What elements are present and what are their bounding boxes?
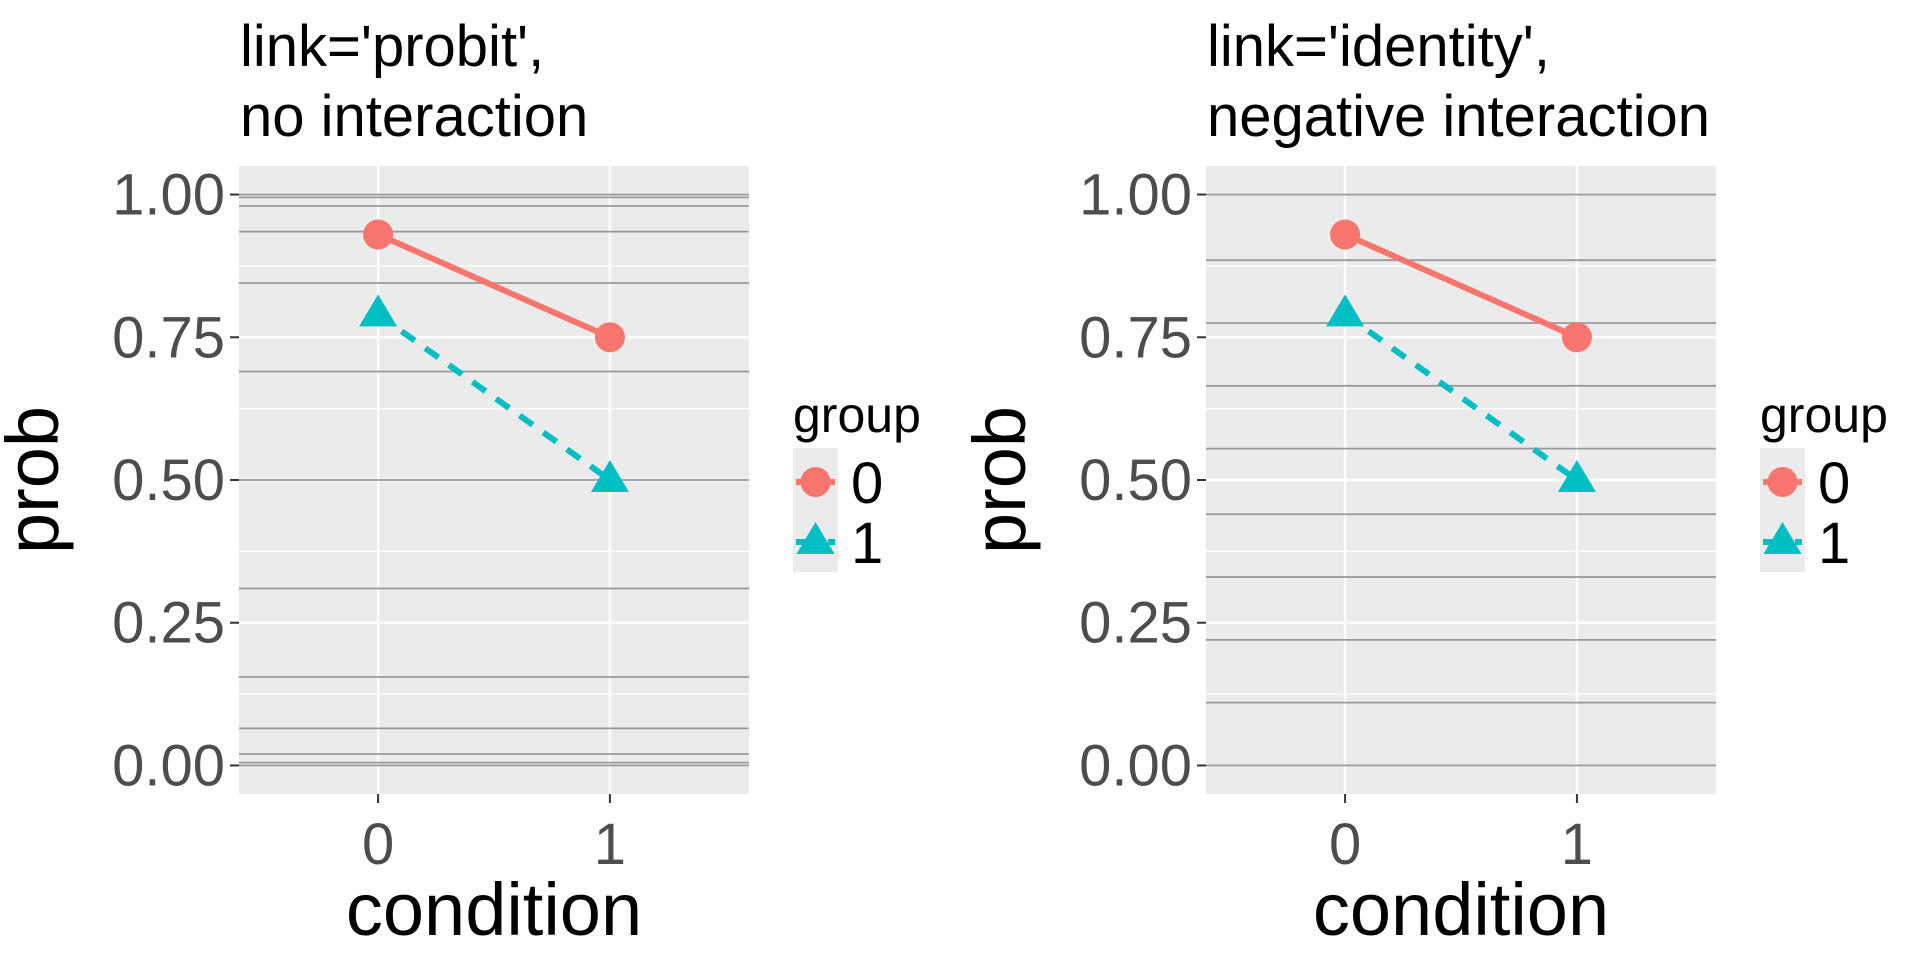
chart-title-line: link='probit', [240, 14, 544, 79]
y-tick-label: 0.50 [112, 448, 225, 513]
x-tick-label: 1 [594, 812, 626, 877]
legend-label: 0 [1818, 451, 1850, 516]
legend-marker-triangle [796, 522, 835, 554]
legend-title: group [793, 387, 921, 443]
x-tick-label: 0 [362, 812, 394, 877]
chart-panel-1: link='probit', no interaction 0.00 0.25 0.5… [0, 14, 921, 951]
data-point-triangle [1557, 460, 1596, 492]
x-tick-label: 1 [1561, 812, 1593, 877]
legend-label: 0 [851, 451, 883, 516]
x-tick-label: 0 [1329, 812, 1361, 877]
series-line-1 [1343, 311, 1579, 483]
y-tick-label: 1.00 [1079, 163, 1192, 228]
y-tick-label: 0.50 [1079, 448, 1192, 513]
data-point-circle [363, 219, 394, 250]
legend-marker-circle [1767, 467, 1798, 497]
x-axis-title: condition [346, 868, 642, 951]
x-axis-title: condition [1313, 868, 1609, 951]
y-tick-label: 0.75 [1079, 305, 1192, 370]
legend-title: group [1760, 387, 1888, 443]
y-tick-label: 0.25 [1079, 591, 1192, 656]
data-point-triangle [590, 460, 629, 492]
chart-title-line: link='identity', [1207, 14, 1550, 79]
legend-label: 1 [851, 511, 883, 576]
data-point-circle [1330, 219, 1361, 250]
legend-label: 1 [1818, 511, 1850, 576]
series-line-1 [376, 311, 612, 483]
legend-marker-triangle [1763, 522, 1802, 554]
chart-title-line: no interaction [240, 84, 588, 149]
data-point-circle [1561, 322, 1592, 353]
legend: group 01 [1760, 387, 1888, 576]
data-point-triangle [359, 294, 398, 327]
chart-title-line: negative interaction [1207, 84, 1710, 149]
y-tick-label: 0.00 [1079, 733, 1192, 798]
data-point-circle [594, 322, 625, 353]
y-tick-label: 1.00 [112, 163, 225, 228]
y-axis-title: prob [0, 406, 74, 554]
legend: group 01 [793, 387, 921, 576]
y-tick-label: 0.75 [112, 305, 225, 370]
data-point-triangle [1326, 294, 1365, 327]
series-line-0 [376, 231, 612, 341]
y-tick-label: 0.00 [112, 733, 225, 798]
y-axis-title: prob [958, 406, 1041, 554]
y-tick-label: 0.25 [112, 591, 225, 656]
chart-panel-2: link='identity', negative interaction 0.0… [958, 14, 1888, 951]
series-line-0 [1343, 231, 1579, 341]
legend-marker-circle [800, 467, 831, 497]
